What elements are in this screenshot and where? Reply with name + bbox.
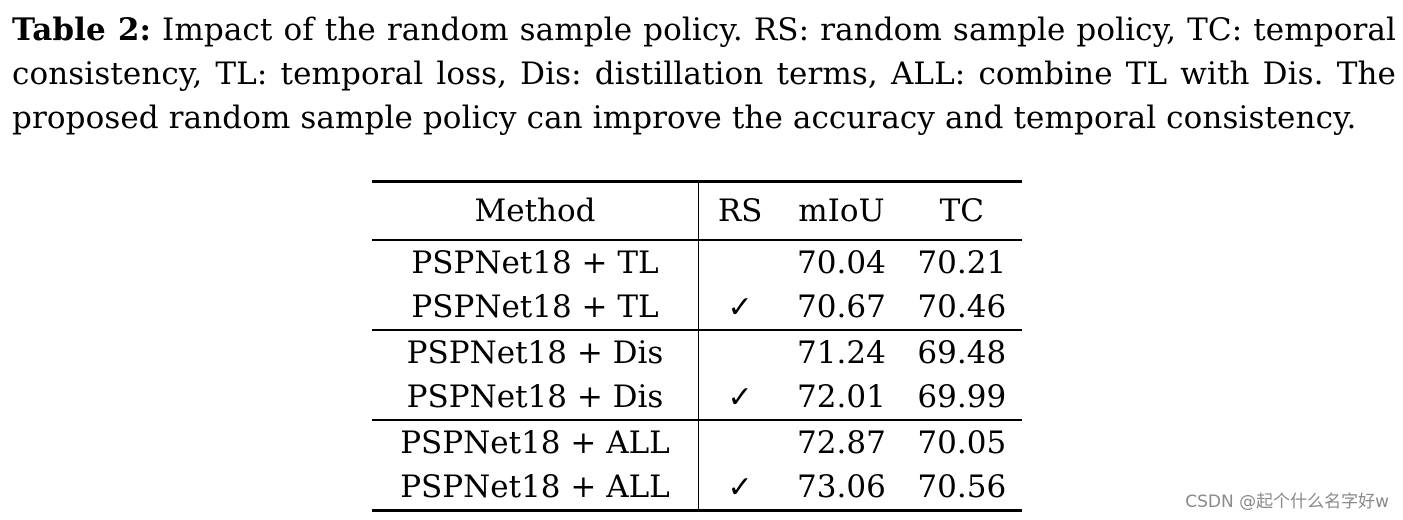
- table-row: PSPNet18 + Dis 71.24 69.48: [372, 330, 1022, 375]
- tc-cell: 69.99: [901, 375, 1022, 421]
- tc-cell: 69.48: [917, 335, 1007, 371]
- method-cell: PSPNet18 + TL: [372, 285, 699, 331]
- miou-cell: 71.24: [797, 335, 886, 371]
- table-caption: Table 2: Impact of the random sample pol…: [12, 8, 1396, 140]
- table-row: PSPNet18 + TL 70.04 70.21: [372, 240, 1022, 285]
- miou-cell: 70.67: [781, 285, 902, 331]
- rs-cell: [699, 240, 782, 285]
- header-rs: RS: [698, 180, 782, 241]
- table-row: PSPNet18 + ALL ✓ 73.06 70.56: [372, 465, 1022, 512]
- tc-cell: 70.21: [917, 245, 1007, 281]
- table-header-row: Method RS mIoU TC: [372, 180, 1022, 241]
- table-row: PSPNet18 + Dis ✓ 72.01 69.99: [372, 375, 1022, 421]
- rs-check-icon: ✓: [698, 465, 782, 512]
- results-table: Method RS mIoU TC PSPNet18 + TL 70.04 70…: [372, 180, 1022, 512]
- rs-check-icon: ✓: [698, 375, 782, 421]
- watermark: CSDN @起个什么名字好w: [1185, 492, 1389, 512]
- miou-cell: 70.04: [797, 245, 886, 281]
- method-cell: PSPNet18 + Dis: [372, 375, 699, 421]
- header-tc: TC: [901, 180, 1022, 241]
- tc-cell: 70.05: [917, 425, 1007, 461]
- header-method: Method: [372, 180, 699, 241]
- method-cell: PSPNet18 + Dis: [372, 330, 699, 375]
- rs-cell: [699, 330, 782, 375]
- miou-cell: 72.87: [797, 425, 886, 461]
- method-cell: PSPNet18 + TL: [372, 240, 699, 285]
- caption-text: Impact of the random sample policy. RS: …: [12, 12, 1396, 136]
- rs-check-icon: ✓: [698, 285, 782, 331]
- miou-cell: 73.06: [781, 465, 902, 512]
- method-cell: PSPNet18 + ALL: [372, 465, 699, 512]
- method-cell: PSPNet18 + ALL: [372, 420, 699, 465]
- table-row: PSPNet18 + ALL 72.87 70.05: [372, 420, 1022, 465]
- rs-cell: [699, 420, 782, 465]
- miou-cell: 72.01: [781, 375, 902, 421]
- table-row: PSPNet18 + TL ✓ 70.67 70.46: [372, 285, 1022, 331]
- header-miou: mIoU: [781, 180, 902, 241]
- caption-label: Table 2:: [12, 12, 152, 48]
- tc-cell: 70.46: [901, 285, 1022, 331]
- tc-cell: 70.56: [901, 465, 1022, 512]
